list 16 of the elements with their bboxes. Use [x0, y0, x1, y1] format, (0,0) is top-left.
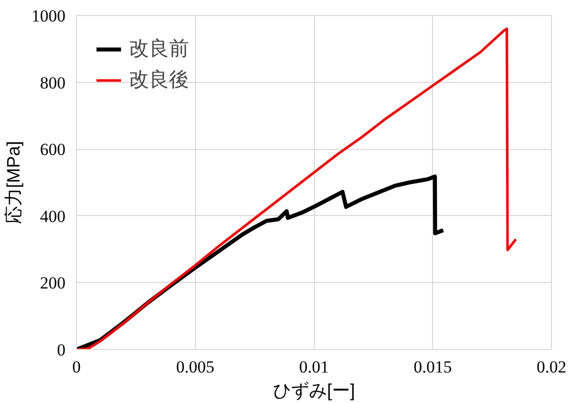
line-series	[76, 28, 518, 350]
x-tick-label: 0.015	[414, 358, 452, 376]
y-tick-label: 600	[40, 140, 66, 160]
y-tick-label: 800	[40, 73, 66, 92]
x-tick-label: 0.005	[176, 358, 214, 376]
legend-label: 改良後	[129, 68, 189, 93]
x-tick-label: 0.01	[299, 358, 329, 376]
y-axis-title: 応力[MPa]	[4, 140, 24, 224]
y-tick-label: 200	[40, 274, 66, 293]
y-tick-label: 400	[40, 206, 66, 226]
x-tick-label: 0	[72, 358, 81, 376]
x-axis-title: ひずみ[ー]	[273, 380, 356, 400]
y-tick-label: 1000	[32, 6, 66, 26]
legend-label: 改良前	[129, 37, 189, 62]
x-tick-label: 0.02	[536, 358, 566, 376]
y-tick-label: 0	[57, 340, 66, 360]
